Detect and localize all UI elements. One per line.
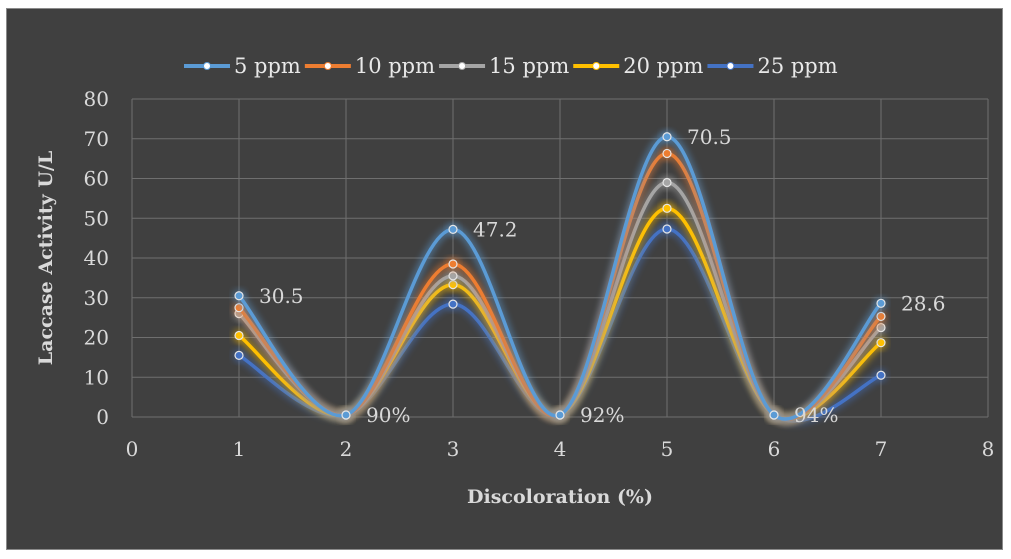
data-point-0-5 — [769, 410, 779, 420]
x-tick-label-7: 7 — [875, 437, 888, 461]
y-tick-label-10: 10 — [84, 365, 109, 389]
legend-entry-2: 15 ppm — [439, 54, 569, 78]
data-point-0-3 — [555, 410, 565, 420]
x-tick-label-4: 4 — [554, 437, 567, 461]
series-group — [232, 129, 888, 426]
data-label-0: 30.5 — [259, 284, 304, 308]
legend: 5 ppm 10 ppm 15 ppm 20 ppm 25 ppm — [184, 54, 838, 78]
data-point-2-4 — [662, 177, 672, 188]
data-point-2-2 — [448, 271, 458, 281]
y-tick-label-40: 40 — [84, 246, 109, 270]
data-label-6: 28.6 — [901, 291, 946, 315]
x-tick-label-8: 8 — [982, 437, 995, 461]
chart-area — [6, 8, 1003, 550]
x-tick-label-5: 5 — [661, 437, 674, 461]
legend-label-1: 10 ppm — [355, 54, 435, 78]
data-label-5: 94% — [794, 403, 838, 427]
y-tick-label-50: 50 — [84, 206, 109, 230]
data-point-1-4 — [662, 148, 672, 159]
x-tick-label-0: 0 — [126, 437, 139, 461]
legend-entry-4: 25 ppm — [707, 54, 838, 78]
data-label-1: 90% — [366, 403, 410, 427]
legend-marker-1 — [323, 62, 332, 70]
data-point-4-2 — [448, 299, 458, 309]
series-5-ppm — [232, 129, 888, 424]
data-point-0-2 — [448, 224, 458, 234]
data-point-0-6 — [876, 298, 886, 308]
data-point-3-0 — [234, 330, 244, 341]
y-tick-label-0: 0 — [96, 405, 109, 429]
legend-entry-0: 5 ppm — [184, 54, 301, 78]
legend-label-0: 5 ppm — [234, 54, 301, 78]
data-label-4: 70.5 — [687, 125, 732, 149]
legend-marker-3 — [592, 62, 601, 70]
y-axis-title: Laccase Activity U/L — [35, 151, 57, 365]
legend-marker-4 — [726, 62, 735, 70]
data-point-3-6 — [876, 338, 886, 348]
tick-labels: 0 10 20 30 40 50 60 70 80 0 1 2 3 4 5 6 7 8 — [84, 87, 995, 461]
legend-label-3: 20 ppm — [623, 54, 703, 78]
y-tick-label-20: 20 — [84, 326, 109, 350]
legend-entry-3: 20 ppm — [573, 54, 704, 78]
data-annotations: 30.5 90% 47.2 92% 70.5 94% 28.6 — [259, 125, 946, 427]
x-tick-label-6: 6 — [768, 437, 781, 461]
data-label-3: 92% — [580, 403, 624, 427]
data-point-0-1 — [341, 410, 351, 420]
data-point-3-4 — [662, 203, 672, 213]
x-tick-label-3: 3 — [447, 437, 460, 461]
x-axis-title: Discoloration (%) — [467, 486, 653, 508]
data-point-4-0 — [234, 350, 244, 360]
y-tick-label-60: 60 — [84, 167, 109, 191]
data-point-4-4 — [662, 224, 672, 234]
data-label-2: 47.2 — [473, 217, 518, 241]
x-tick-label-2: 2 — [340, 437, 353, 461]
y-tick-label-30: 30 — [84, 286, 109, 310]
legend-marker-2 — [458, 62, 467, 70]
legend-label-4: 25 ppm — [757, 54, 837, 78]
data-point-4-6 — [876, 370, 886, 380]
data-point-1-2 — [448, 259, 458, 269]
legend-marker-0 — [203, 62, 211, 70]
x-tick-label-1: 1 — [233, 437, 246, 461]
y-tick-label-70: 70 — [84, 127, 109, 151]
data-point-0-4 — [662, 132, 672, 142]
y-tick-label-80: 80 — [84, 87, 109, 111]
legend-label-2: 15 ppm — [489, 54, 569, 78]
data-point-0-0 — [234, 291, 244, 301]
legend-entry-1: 10 ppm — [304, 54, 435, 78]
